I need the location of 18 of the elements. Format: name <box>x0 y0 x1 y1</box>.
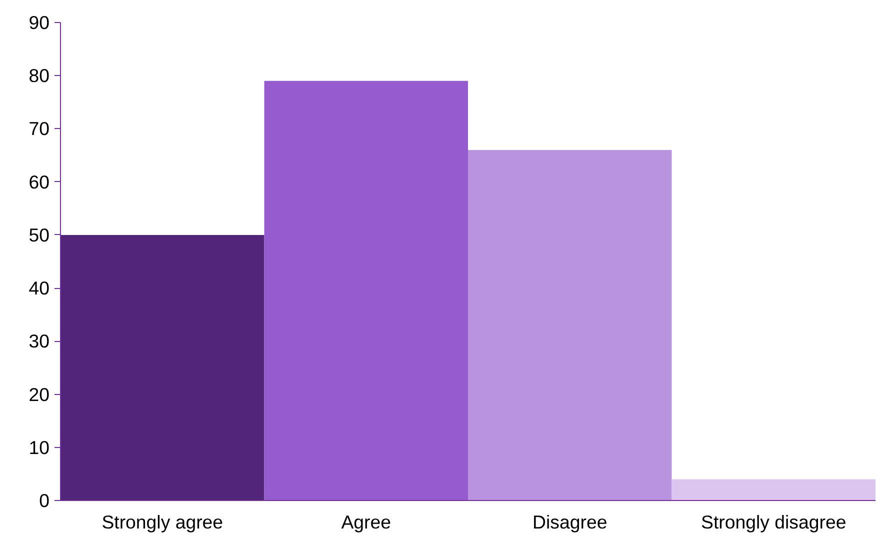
x-tick-label: Strongly disagree <box>701 512 846 532</box>
y-tick-label: 70 <box>28 118 50 140</box>
bar <box>60 234 264 500</box>
y-tick-label: 50 <box>28 224 50 246</box>
y-tick-label: 60 <box>28 171 50 192</box>
bar <box>468 150 672 500</box>
x-tick-label: Disagree <box>532 512 608 532</box>
y-tick-label: 0 <box>39 490 50 511</box>
bar <box>672 479 876 500</box>
bar <box>264 80 468 500</box>
y-tick-label: 40 <box>28 278 50 299</box>
y-tick-label: 10 <box>28 436 50 458</box>
y-tick-label: 90 <box>28 12 50 33</box>
y-tick-label: 80 <box>28 65 50 86</box>
y-tick-label: 20 <box>28 384 50 405</box>
y-tick-label: 30 <box>28 330 50 352</box>
x-tick-label: Strongly agree <box>102 512 224 532</box>
x-tick-label: Agree <box>341 512 392 532</box>
